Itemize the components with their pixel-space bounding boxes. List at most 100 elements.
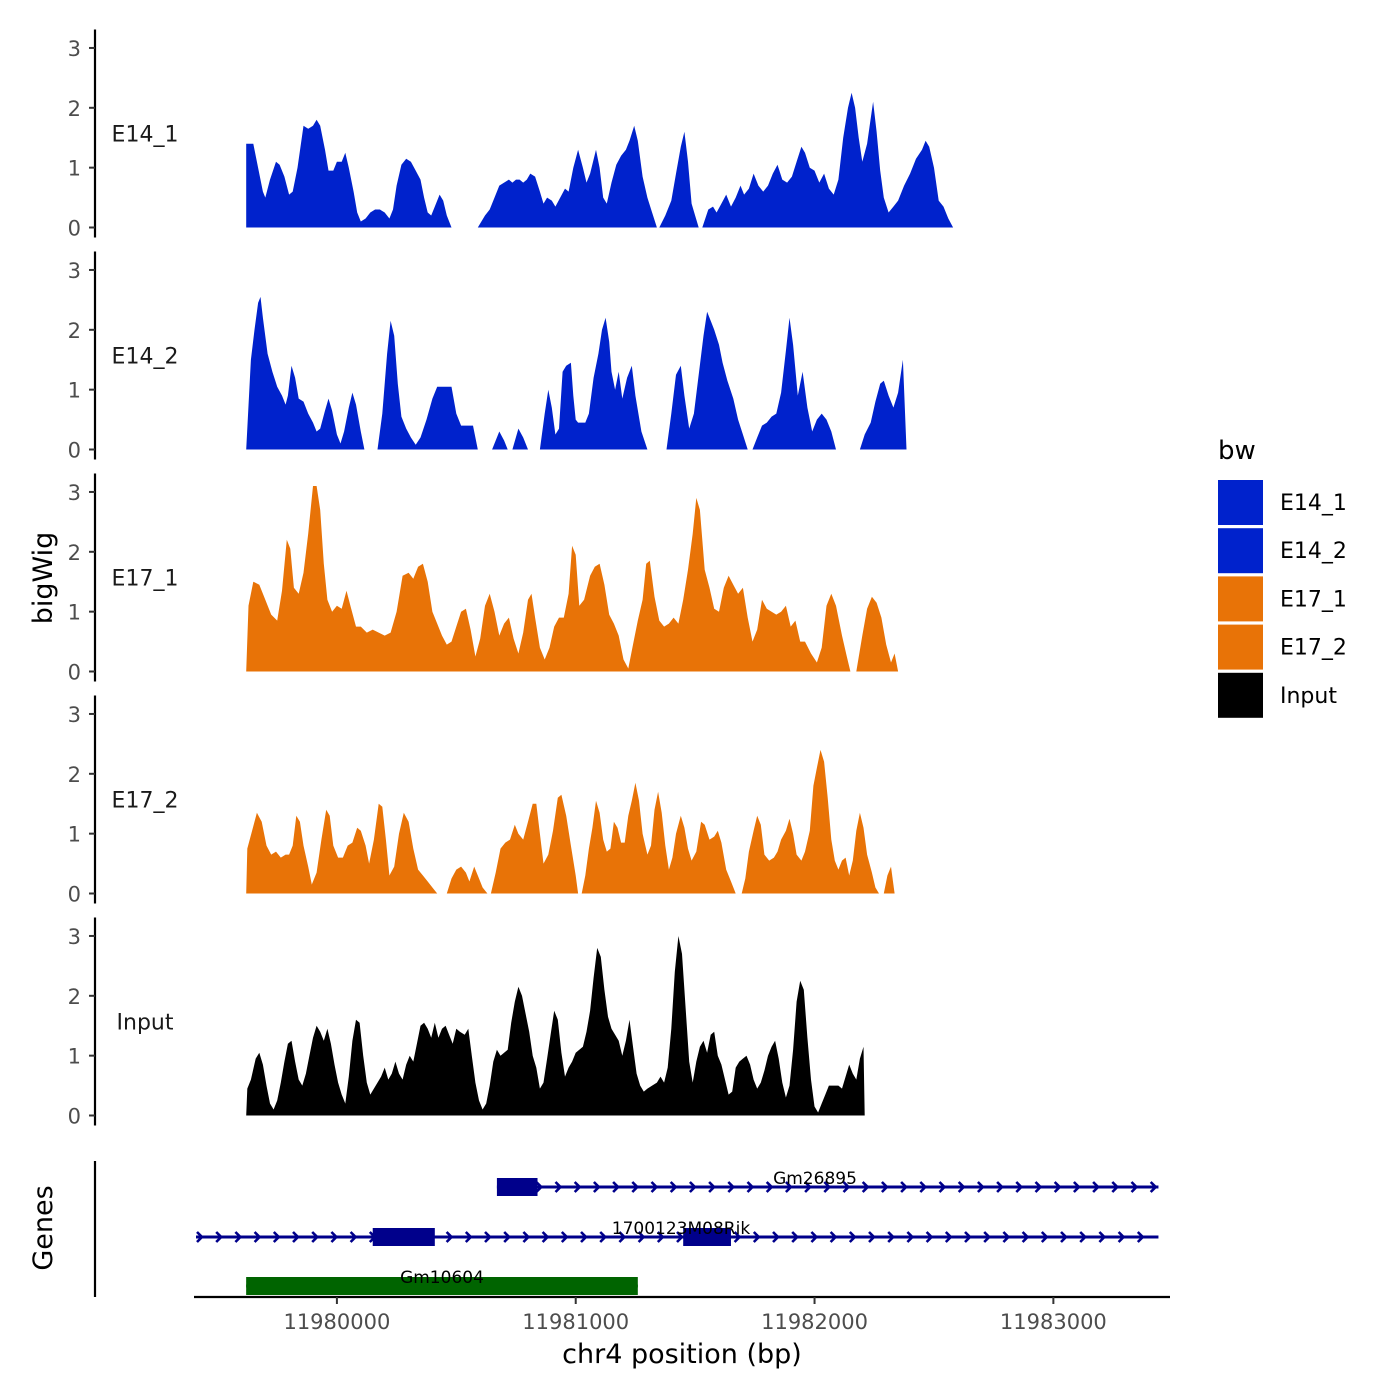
strand-chevron [964,1231,972,1243]
coverage-area-E17_2-3 [581,782,736,894]
y-tick-label-E14_2-1: 1 [68,379,81,403]
strand-chevron [1117,1231,1126,1243]
y-tick-label-E17_2-1: 1 [68,823,81,847]
legend-label-E14_2: E14_2 [1280,539,1347,564]
strand-chevron [746,1181,755,1193]
coverage-area-E14_1-1 [477,125,657,228]
x-axis: 11980000 11981000 11982000 11983000 [194,1295,1170,1334]
strand-chevron [1130,1181,1139,1193]
strand-chevron [829,1231,838,1243]
track-label-E14_2: E14_2 [112,345,179,370]
strand-chevron [196,1231,204,1243]
legend-label-E17_2: E17_2 [1280,636,1347,661]
exon-1700123M08Rik-0 [372,1228,435,1246]
y-tick-label-Input-0: 0 [68,1105,81,1129]
exon-1700123M08Rik-1 [683,1228,731,1246]
y-tick-label-E17_1-3: 3 [68,481,81,505]
legend-key-E14_2 [1218,528,1263,574]
strand-chevron [292,1231,300,1243]
legend-key-E17_1 [1218,576,1263,622]
strand-chevron [1136,1231,1145,1243]
legend-key-E17_2 [1218,624,1263,670]
legend-key-Input [1218,672,1263,718]
strand-chevron [535,1181,544,1193]
strand-chevron [752,1231,761,1243]
strand-chevron [1015,1181,1024,1193]
coverage-area-E14_2-7 [859,359,907,450]
y-tick-label-E17_2-0: 0 [68,883,81,907]
exon-Gm26895-0 [496,1178,538,1196]
coverage-area-Input-0 [246,936,865,1116]
track-E14_1: 0 1 2 3 E14_1 [68,29,954,241]
gene-label-Gm10604: Gm10604 [400,1268,484,1288]
strand-chevron [330,1231,339,1243]
strand-chevron [573,1181,582,1193]
y-tick-label-E17_1-0: 0 [68,661,81,685]
strand-chevron [906,1231,915,1243]
gene-label-1700123M08Rik: 1700123M08Rik [612,1219,751,1239]
y-tick-label-E17_2-2: 2 [68,763,81,787]
strand-chevron [976,1181,985,1193]
y-tick-label-E17_2-3: 3 [68,703,81,727]
strand-chevron [772,1231,780,1243]
gene-Gm26895: Gm26895 [496,1169,1159,1196]
coverage-area-E14_2-5 [666,311,748,450]
strand-chevron [848,1231,857,1243]
gene-1700123M08Rik: 1700123M08Rik [196,1219,1159,1246]
strand-chevron [842,1181,851,1193]
strand-chevron [656,1231,665,1243]
strand-chevron [996,1181,1004,1193]
strand-chevron [272,1231,281,1243]
strand-chevron [311,1231,320,1243]
strand-chevron [560,1231,569,1243]
track-label-E17_2: E17_2 [112,789,179,814]
coverage-area-E14_2-2 [492,431,508,450]
strand-chevron [708,1181,716,1193]
coverage-area-E14_2-1 [377,320,478,450]
strand-chevron [215,1231,224,1243]
strand-chevron [1034,1181,1043,1193]
coverage-area-E14_1-0 [246,119,452,228]
strand-chevron [688,1181,697,1193]
strand-chevron [900,1181,908,1193]
coverage-area-E17_2-4 [741,749,879,894]
strand-chevron [765,1181,774,1193]
strand-chevron [823,1181,832,1193]
strand-chevron [983,1231,992,1243]
x-tick-label-11983000: 11983000 [1000,1310,1107,1334]
strand-chevron [944,1231,953,1243]
strand-chevron [925,1231,934,1243]
strand-chevron [727,1181,736,1193]
coverage-area-E17_1-0 [246,486,851,672]
strand-chevron [1072,1181,1081,1193]
y-tick-label-E14_2-0: 0 [68,439,81,463]
coverage-area-E14_2-4 [539,317,648,450]
strand-chevron [349,1231,358,1243]
strand-chevron [676,1231,684,1243]
y-tick-label-E14_2-3: 3 [68,259,81,283]
x-tick-label-11981000: 11981000 [522,1310,629,1334]
coverage-area-E17_2-0 [246,803,438,894]
strand-chevron [887,1231,896,1243]
track-label-Input: Input [117,1011,174,1036]
y-tick-label-E14_1-1: 1 [68,157,81,181]
strand-chevron [637,1231,646,1243]
legend-label-Input: Input [1280,684,1337,709]
strand-chevron [234,1231,243,1243]
strand-chevron [599,1231,608,1243]
strand-chevron [464,1231,473,1243]
strand-chevron [1111,1181,1120,1193]
strand-chevron [1060,1231,1068,1243]
track-E14_2: 0 1 2 3 E14_2 [68,251,907,463]
strand-chevron [554,1181,563,1193]
strand-chevron [631,1181,640,1193]
strand-chevron [612,1181,620,1193]
legend-key-E14_1 [1218,480,1263,525]
track-E17_2: 0 1 2 3 E17_2 [68,695,895,907]
strand-chevron [445,1231,454,1243]
y-tick-label-E14_1-2: 2 [68,97,81,121]
legend: bw E14_1 E14_2 E17_1 E17_2 Input [1218,436,1347,718]
strand-chevron [861,1181,870,1193]
strand-chevron [791,1231,800,1243]
